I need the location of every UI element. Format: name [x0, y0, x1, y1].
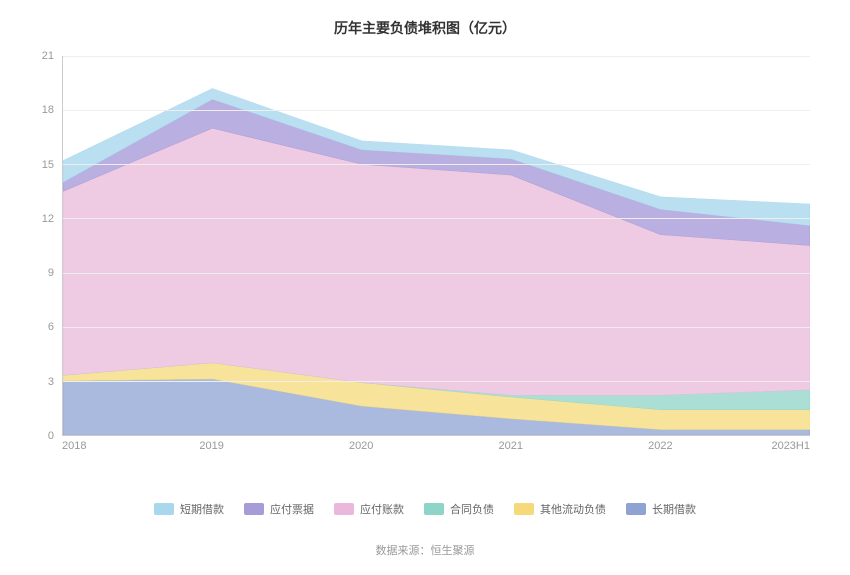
grid-line: [63, 381, 810, 382]
legend-item[interactable]: 其他流动负债: [514, 501, 606, 517]
legend-label: 应付票据: [270, 501, 314, 517]
y-axis: 036912151821: [32, 56, 60, 436]
x-tick-label: 2019: [199, 440, 223, 452]
chart-container: 历年主要负债堆积图（亿元） 036912151821 2018201920202…: [0, 0, 850, 575]
legend-item[interactable]: 短期借款: [154, 501, 224, 517]
legend-swatch: [514, 503, 534, 515]
legend-swatch: [154, 503, 174, 515]
y-tick-label: 6: [32, 321, 54, 333]
x-tick-label: 2020: [349, 440, 373, 452]
legend-label: 长期借款: [652, 501, 696, 517]
y-tick-label: 21: [32, 50, 54, 62]
legend-item[interactable]: 应付账款: [334, 501, 404, 517]
stacked-areas-svg: [63, 56, 810, 435]
x-tick-label: 2023H1: [771, 440, 810, 452]
y-tick-label: 18: [32, 104, 54, 116]
legend-swatch: [626, 503, 646, 515]
x-axis: 2018 2019 2020 2021 2022 2023H1: [62, 436, 810, 456]
chart-title: 历年主要负债堆积图（亿元）: [20, 18, 830, 38]
y-tick-label: 12: [32, 213, 54, 225]
y-tick-label: 9: [32, 267, 54, 279]
y-tick-label: 3: [32, 376, 54, 388]
plot-wrap: 036912151821 201820192020202120222023H1: [32, 56, 810, 456]
legend-label: 短期借款: [180, 501, 224, 517]
plot-area: [62, 56, 810, 436]
legend-item[interactable]: 应付票据: [244, 501, 314, 517]
grid-line: [63, 273, 810, 274]
grid-line: [63, 56, 810, 57]
grid-line: [63, 327, 810, 328]
x-tick-label: 2018: [62, 440, 86, 452]
legend-label: 应付账款: [360, 501, 404, 517]
grid-line: [63, 110, 810, 111]
legend-item[interactable]: 长期借款: [626, 501, 696, 517]
legend-item[interactable]: 合同负债: [424, 501, 494, 517]
grid-line: [63, 218, 810, 219]
legend-label: 其他流动负债: [540, 501, 606, 517]
data-source: 数据来源：恒生聚源: [20, 542, 830, 558]
legend-label: 合同负债: [450, 501, 494, 517]
legend: 短期借款 应付票据 应付账款 合同负债 其他流动负债 长期借款: [20, 501, 830, 520]
legend-swatch: [244, 503, 264, 515]
grid-line: [63, 164, 810, 165]
x-tick-label: 2021: [499, 440, 523, 452]
y-tick-label: 0: [32, 430, 54, 442]
y-tick-label: 15: [32, 159, 54, 171]
legend-swatch: [334, 503, 354, 515]
legend-swatch: [424, 503, 444, 515]
x-tick-label: 2022: [648, 440, 672, 452]
